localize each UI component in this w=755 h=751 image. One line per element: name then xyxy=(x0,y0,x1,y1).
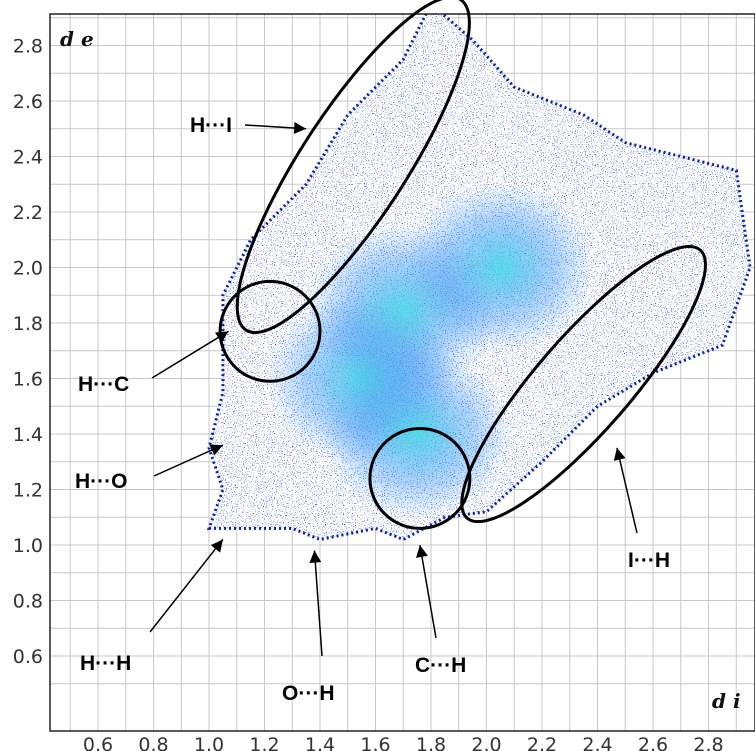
y-tick-label: 2.2 xyxy=(13,202,43,224)
x-tick-label: 2.4 xyxy=(582,734,612,751)
annotation-label: I···H xyxy=(628,549,670,572)
arrow-head xyxy=(613,447,626,461)
highlight-circle xyxy=(218,279,322,383)
bright-region xyxy=(405,182,596,353)
highlight-ellipse xyxy=(235,0,471,335)
y-tick-label: 0.8 xyxy=(13,591,43,613)
annotation-label: O···H xyxy=(282,682,334,705)
arrow-head xyxy=(416,545,428,558)
y-tick-label: 0.6 xyxy=(13,646,43,668)
x-tick-label: 2.8 xyxy=(693,734,723,751)
y-tick-labels: 0.6 0.8 1.0 1.2 1.4 1.6 1.8 2.0 2.2 2.4 2.6 2.8 xyxy=(13,36,43,669)
plot-frame xyxy=(49,13,755,732)
x-tick-labels: 0.6 0.8 1.0 1.2 1.4 1.6 1.8 2.0 2.2 2.4 2.6 2.8 xyxy=(83,734,724,751)
x-axis-label: d i xyxy=(712,689,741,713)
arrow-head xyxy=(215,331,229,343)
y-tick-label: 1.2 xyxy=(13,480,43,502)
arrow-head xyxy=(209,444,223,456)
fingerprint-edge xyxy=(206,14,752,542)
y-tick-label: 2.0 xyxy=(13,258,43,280)
highlight-circle xyxy=(368,426,472,530)
x-tick-label: 1.6 xyxy=(360,734,390,751)
annotation-label: H···O xyxy=(75,470,127,493)
highlight-regions xyxy=(218,0,707,530)
y-tick-label: 1.0 xyxy=(13,535,43,557)
y-tick-label: 1.6 xyxy=(13,369,43,391)
arrow-line xyxy=(419,544,437,639)
x-tick-label: 1.0 xyxy=(194,734,224,751)
annotation-arrows: H···I H···C H···O H···H O···H C···H I···H xyxy=(75,114,670,705)
arrow-line xyxy=(151,330,229,379)
x-tick-label: 1.8 xyxy=(416,734,446,751)
y-axis-label: d e xyxy=(60,27,94,51)
x-tick-label: 2.6 xyxy=(638,734,668,751)
arrow-line xyxy=(149,538,224,633)
y-tick-label: 2.8 xyxy=(13,36,43,58)
x-tick-label: 2.2 xyxy=(527,734,557,751)
fingerprint-area xyxy=(206,14,752,542)
y-tick-label: 2.4 xyxy=(13,147,43,169)
x-tick-label: 2.0 xyxy=(471,734,501,751)
arrow-line xyxy=(153,444,224,477)
y-tick-label: 1.8 xyxy=(13,313,43,335)
x-tick-label: 0.8 xyxy=(138,734,168,751)
annotation-label: H···I xyxy=(190,114,232,137)
arrow-head xyxy=(210,539,223,553)
x-tick-label: 1.2 xyxy=(249,734,279,751)
x-tick-label: 0.6 xyxy=(83,734,113,751)
arrow-line xyxy=(313,550,323,657)
highlight-ellipse xyxy=(460,244,707,524)
y-tick-label: 1.4 xyxy=(13,424,43,446)
arrow-head xyxy=(293,122,307,135)
y-tick-label: 2.6 xyxy=(13,91,43,113)
annotation-label: C···H xyxy=(415,654,466,677)
annotation-label: H···H xyxy=(80,652,131,675)
arrow-line xyxy=(616,447,638,534)
x-tick-label: 1.4 xyxy=(305,734,335,751)
annotation-label: H···C xyxy=(78,373,129,396)
arrow-head xyxy=(309,550,322,563)
